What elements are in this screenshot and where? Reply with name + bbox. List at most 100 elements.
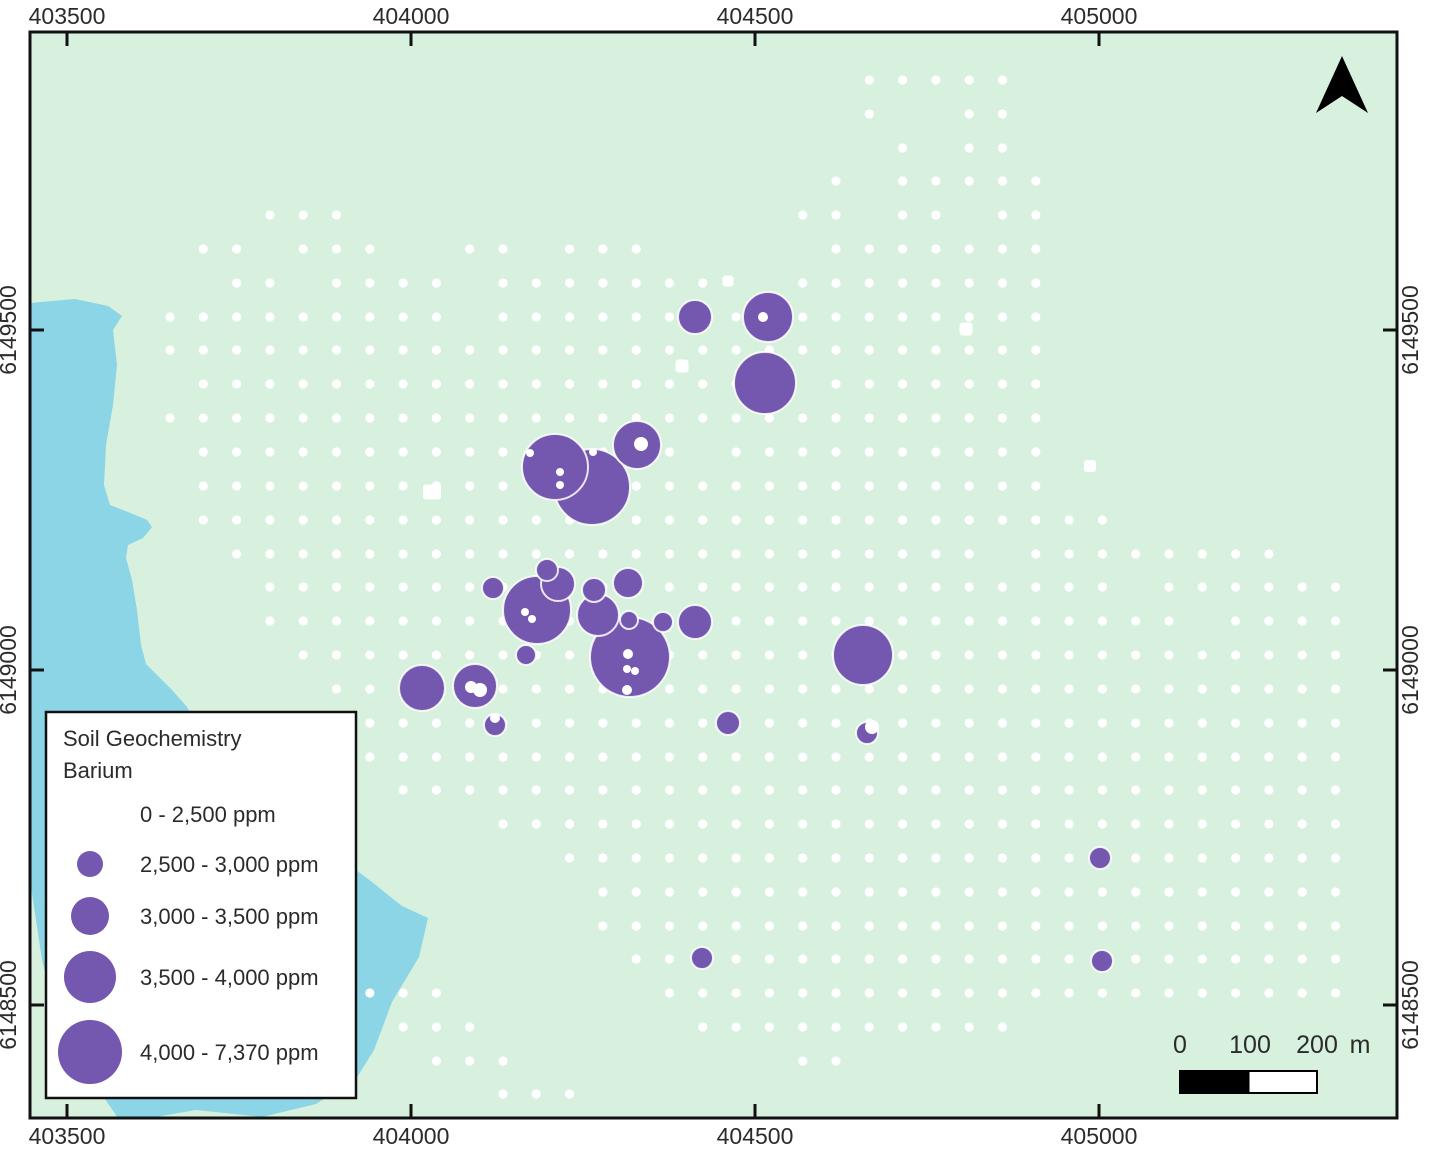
sample-dot	[598, 312, 608, 322]
sample-dot	[298, 244, 308, 254]
sample-dot	[598, 752, 608, 762]
sample-dot	[798, 481, 808, 491]
sample-dot	[964, 379, 974, 389]
sample-dot	[1231, 718, 1241, 728]
sample-dot	[831, 785, 841, 795]
sample-dot	[864, 413, 874, 423]
sample-dot	[1131, 819, 1141, 829]
sample-dot	[365, 481, 375, 491]
barium-sample-circle	[715, 710, 741, 736]
sample-dot	[1231, 616, 1241, 626]
sample-dot	[964, 684, 974, 694]
sample-dot	[565, 1089, 575, 1099]
sample-dot	[398, 1022, 408, 1032]
sample-dot	[365, 413, 375, 423]
sample-dot	[731, 988, 741, 998]
sample-dot	[365, 684, 375, 694]
sample-dot	[798, 582, 808, 592]
sample-dot	[465, 515, 475, 525]
sample-dot	[298, 379, 308, 389]
sample-dot	[298, 616, 308, 626]
sample-dot	[331, 549, 342, 559]
sample-dot	[198, 379, 208, 389]
sample-dot	[1031, 413, 1041, 423]
sample-dot	[1231, 819, 1241, 829]
sample-dot	[298, 345, 308, 355]
sample-dot	[498, 549, 508, 559]
sample-dot	[731, 413, 741, 423]
sample-dot	[764, 853, 775, 863]
sample-dot	[798, 785, 808, 795]
sample-dot	[431, 447, 441, 457]
sample-dot	[265, 582, 275, 592]
sample-dot	[931, 515, 941, 525]
sample-dot	[1231, 887, 1241, 897]
white-patch	[423, 484, 441, 500]
sample-dot	[931, 785, 941, 795]
overprint-dot	[521, 608, 529, 616]
sample-dot	[664, 413, 675, 423]
sample-dot	[1131, 549, 1141, 559]
sample-dot	[731, 616, 741, 626]
sample-dot	[864, 278, 874, 288]
sample-dot	[431, 752, 441, 762]
sample-dot	[431, 1056, 441, 1066]
barium-sample-circle	[1088, 846, 1112, 870]
sample-dot	[1330, 853, 1341, 863]
sample-dot	[831, 1022, 841, 1032]
sample-dot	[365, 244, 375, 254]
sample-dot	[964, 954, 974, 964]
sample-dot	[365, 379, 375, 389]
barium-sample-circle	[515, 644, 537, 666]
sample-dot	[331, 481, 342, 491]
sample-dot	[1330, 650, 1341, 660]
axis-labels: 403500 404000 404500 405000 403500 404000 4045…	[0, 3, 1423, 1149]
sample-dot	[764, 582, 775, 592]
sample-dot	[465, 582, 475, 592]
scalebar-label: m	[1350, 1031, 1371, 1059]
sample-dot	[864, 616, 874, 626]
sample-dot	[1031, 210, 1041, 220]
sample-dot	[565, 819, 575, 829]
sample-dot	[731, 345, 741, 355]
sample-dot	[398, 312, 408, 322]
sample-dot	[431, 278, 441, 288]
sample-dot	[997, 109, 1008, 119]
sample-dot	[731, 684, 741, 694]
sample-dot	[1164, 819, 1174, 829]
sample-dot	[1031, 549, 1041, 559]
sample-dot	[698, 379, 708, 389]
sample-dot	[498, 1056, 508, 1066]
sample-dot	[298, 481, 308, 491]
axis-label-left: 6148500	[0, 960, 21, 1050]
sample-dot	[1297, 650, 1307, 660]
sample-dot	[798, 616, 808, 626]
sample-dot	[764, 1022, 775, 1032]
sample-dot	[265, 210, 275, 220]
sample-dot	[997, 210, 1008, 220]
sample-dot	[1097, 684, 1107, 694]
sample-dot	[1164, 887, 1174, 897]
sample-dot	[1031, 582, 1041, 592]
barium-sample-circle	[521, 433, 589, 501]
sample-dot	[964, 515, 974, 525]
sample-dot	[997, 312, 1008, 322]
sample-dot	[1197, 853, 1207, 863]
sample-dot	[1164, 616, 1174, 626]
sample-dot	[898, 954, 908, 964]
sample-dot	[864, 379, 874, 389]
sample-dot	[565, 379, 575, 389]
sample-dot	[1031, 887, 1041, 897]
sample-dot	[898, 210, 908, 220]
sample-dot	[931, 278, 941, 288]
sample-dot	[731, 650, 741, 660]
sample-dot	[964, 143, 974, 153]
sample-dot	[631, 515, 641, 525]
sample-dot	[431, 413, 441, 423]
sample-dot	[365, 447, 375, 457]
sample-dot	[898, 278, 908, 288]
sample-dot	[498, 819, 508, 829]
sample-dot	[831, 447, 841, 457]
sample-dot	[465, 413, 475, 423]
barium-sample-circle	[581, 577, 607, 603]
